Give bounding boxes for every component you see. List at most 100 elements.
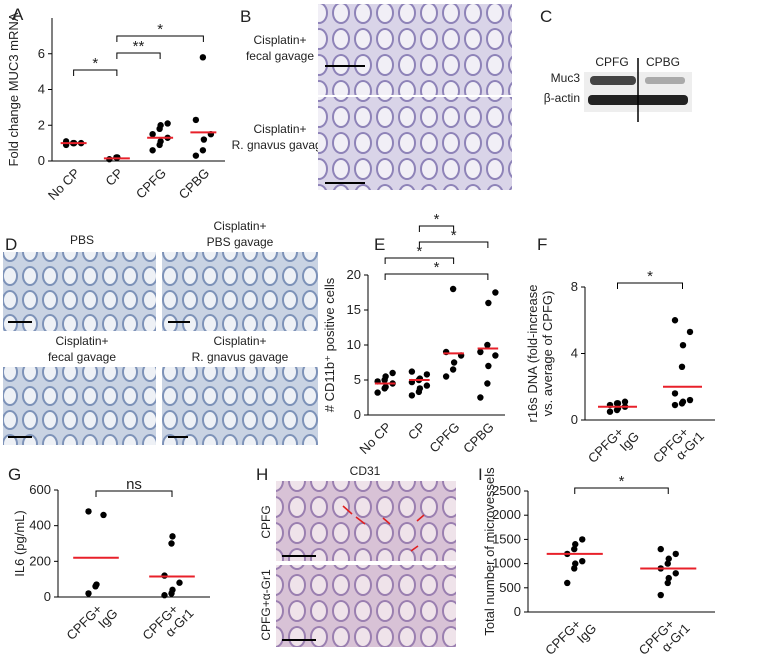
histology-image bbox=[3, 252, 156, 331]
data-point bbox=[416, 385, 424, 392]
y-axis-label: Total number of microvessels bbox=[482, 467, 497, 636]
data-point bbox=[164, 120, 171, 127]
data-point bbox=[442, 373, 450, 380]
significance-bracket bbox=[418, 241, 489, 248]
data-point bbox=[423, 371, 431, 378]
y-tick-label: 600 bbox=[29, 482, 51, 497]
data-point bbox=[85, 508, 92, 515]
significance-label: ns bbox=[126, 476, 142, 493]
image-label: R. gnavus gavage bbox=[232, 138, 329, 152]
x-label-line: No CP bbox=[356, 419, 394, 457]
significance-bracket bbox=[73, 69, 118, 76]
y-label-line: vs. average of CPFG) bbox=[540, 291, 555, 417]
y-tick-label: 0 bbox=[571, 412, 578, 427]
significance-label: * bbox=[157, 21, 163, 38]
data-point bbox=[665, 574, 672, 582]
data-point bbox=[657, 545, 664, 553]
y-axis-label: Fold change MUC3 mRNA bbox=[6, 12, 21, 166]
data-point bbox=[449, 285, 457, 293]
x-tick-label: CPBG bbox=[176, 165, 213, 202]
data-point bbox=[149, 130, 156, 138]
data-point bbox=[671, 401, 679, 409]
significance-label: * bbox=[451, 227, 457, 244]
data-point bbox=[382, 373, 389, 380]
significance-label: * bbox=[416, 243, 422, 260]
data-point bbox=[408, 368, 416, 375]
data-point bbox=[200, 136, 208, 143]
x-tick-label: CPFG+α-Gr1 bbox=[636, 616, 693, 658]
arrows bbox=[342, 505, 425, 552]
data-point bbox=[100, 511, 107, 519]
data-point bbox=[671, 317, 679, 324]
x-label-line: CPFG bbox=[133, 165, 169, 201]
x-label-line: CPBG bbox=[460, 419, 497, 456]
significance-label: * bbox=[434, 259, 440, 276]
significance-bracket bbox=[384, 257, 455, 264]
y-tick-label: 200 bbox=[29, 553, 51, 568]
y-label-line: Total number of microvessels bbox=[482, 467, 497, 636]
x-tick-label: No CP bbox=[356, 419, 394, 457]
significance-label: * bbox=[434, 211, 440, 228]
histology-image bbox=[318, 97, 512, 190]
image-label: Cisplatin+ bbox=[213, 219, 266, 233]
panel-letter: F bbox=[537, 235, 547, 254]
image-label: CPFG bbox=[259, 505, 273, 538]
histology-image bbox=[162, 367, 318, 445]
data-point bbox=[686, 328, 694, 336]
data-point bbox=[485, 299, 492, 307]
image-label: PBS bbox=[70, 233, 94, 247]
data-point bbox=[572, 560, 579, 567]
data-point bbox=[85, 590, 92, 597]
y-label-line: Fold change MUC3 mRNA bbox=[6, 12, 21, 166]
data-point bbox=[168, 540, 175, 547]
data-point bbox=[686, 396, 694, 404]
data-point bbox=[579, 557, 586, 565]
data-point bbox=[564, 579, 571, 587]
y-label-line: IL6 (pg/mL) bbox=[12, 510, 27, 576]
y-axis-label: r16s DNA (fold-increase vs. average of CP… bbox=[525, 285, 555, 423]
y-tick-label: 8 bbox=[571, 279, 578, 294]
histology-image bbox=[276, 565, 456, 647]
x-label-line: CPFG bbox=[426, 419, 462, 455]
image-label: Cisplatin+ bbox=[253, 33, 306, 47]
row-label: β-actin bbox=[544, 91, 580, 105]
significance-label: * bbox=[647, 268, 653, 285]
y-tick-label: 0 bbox=[354, 407, 361, 422]
data-point bbox=[382, 383, 389, 391]
significance-bracket bbox=[384, 273, 489, 280]
data-point bbox=[449, 366, 457, 373]
panel-letter: B bbox=[240, 7, 251, 26]
x-label-line: CP bbox=[102, 165, 125, 188]
panel-letter: I bbox=[478, 465, 483, 484]
histology-image bbox=[3, 367, 156, 445]
y-axis-label: IL6 (pg/mL) bbox=[12, 510, 27, 576]
data-point bbox=[199, 147, 207, 154]
x-label-line: No CP bbox=[45, 165, 83, 203]
data-point bbox=[161, 592, 168, 599]
data-point bbox=[199, 54, 207, 61]
histology-image bbox=[276, 481, 456, 561]
image-label: Cisplatin+ bbox=[213, 334, 266, 348]
data-point bbox=[484, 380, 491, 387]
data-point bbox=[485, 362, 492, 370]
significance-label: * bbox=[92, 55, 98, 72]
data-point bbox=[157, 122, 164, 129]
y-tick-label: 2 bbox=[38, 117, 45, 132]
image-title: CD31 bbox=[350, 464, 381, 478]
y-tick-label: 1500 bbox=[492, 531, 521, 546]
significance-bracket bbox=[574, 487, 669, 494]
y-tick-label: 2500 bbox=[492, 483, 521, 498]
data-point bbox=[678, 363, 686, 370]
x-label-line: CP bbox=[405, 419, 428, 442]
data-point bbox=[572, 541, 579, 548]
y-tick-label: 0 bbox=[514, 604, 521, 619]
significance-bracket bbox=[95, 490, 173, 497]
image-label: R. gnavus gavage bbox=[192, 350, 289, 364]
data-point bbox=[621, 398, 629, 405]
data-point bbox=[671, 390, 679, 397]
image-label: CPFG+α-Gr1 bbox=[259, 569, 273, 641]
data-point bbox=[477, 348, 484, 356]
significance-bracket bbox=[617, 282, 683, 289]
significance-bracket bbox=[418, 225, 455, 232]
histology-image bbox=[162, 252, 318, 331]
